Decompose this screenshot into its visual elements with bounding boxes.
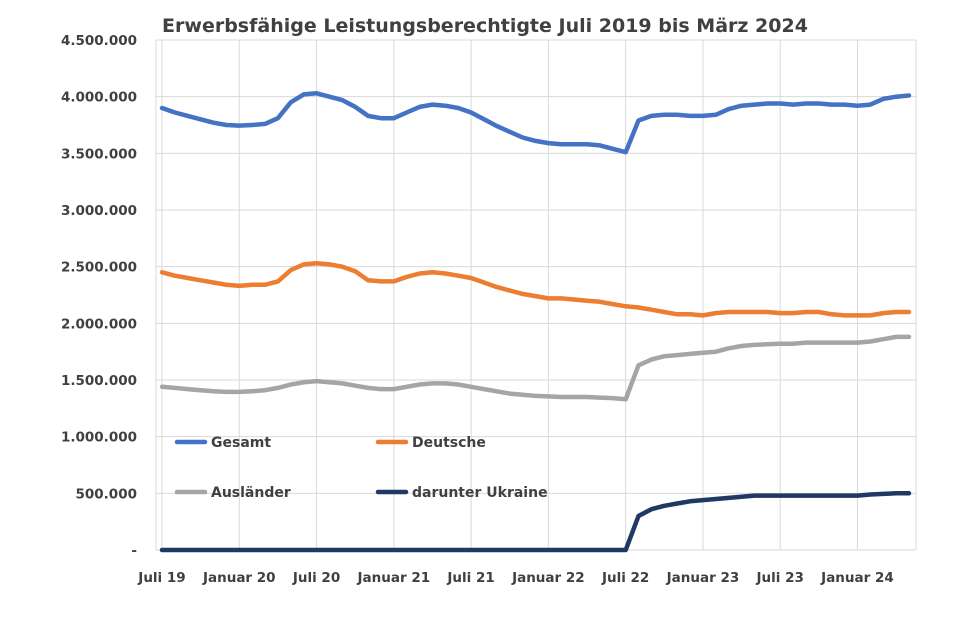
x-tick-label: Juli 22	[601, 570, 649, 586]
series-line-ausländer	[159, 334, 912, 402]
y-tick-label: 1.000.000	[61, 430, 137, 446]
y-tick-label: 2.000.000	[61, 316, 137, 332]
x-axis-tick-labels: Juli 19 Januar 20 Juli 20 Januar 21 Juli 21 J…	[137, 570, 893, 586]
y-tick-label: 3.000.000	[61, 203, 137, 219]
x-tick-label: Januar 23	[666, 570, 740, 586]
series-line-deutsche	[159, 261, 912, 318]
x-tick-label: Januar 20	[202, 570, 276, 586]
x-tick-label: Januar 22	[511, 570, 585, 586]
x-tick-label: Juli 23	[756, 570, 804, 586]
y-tick-label: 500.000	[76, 486, 138, 502]
y-tick-label: 4.500.000	[61, 33, 137, 49]
x-tick-label: Januar 24	[820, 570, 894, 586]
chart-title: Erwerbsfähige Leistungsberechtigte Juli …	[162, 15, 808, 37]
y-tick-label: 2.500.000	[61, 260, 137, 276]
legend-label: Ausländer	[211, 485, 291, 501]
x-tick-label: Juli 19	[137, 570, 185, 586]
series-lines	[159, 91, 912, 553]
y-tick-label: 4.000.000	[61, 90, 137, 106]
y-tick-label: 1.500.000	[61, 373, 137, 389]
legend-label: darunter Ukraine	[412, 485, 548, 501]
x-tick-label: Juli 20	[292, 570, 340, 586]
legend-label: Deutsche	[412, 435, 486, 451]
legend: Gesamt Deutsche Ausländer darunter Ukraine	[174, 435, 548, 501]
y-tick-label: -	[131, 543, 137, 559]
y-tick-label: 3.500.000	[61, 146, 137, 162]
series-line-darunter-ukraine	[159, 491, 912, 553]
y-axis-tick-labels: - 500.000 1.000.000 1.500.000 2.000.000 2.500…	[61, 33, 137, 559]
series-line-gesamt	[159, 91, 912, 155]
legend-label: Gesamt	[211, 435, 271, 451]
x-tick-label: Juli 21	[446, 570, 494, 586]
x-tick-label: Januar 21	[357, 570, 431, 586]
